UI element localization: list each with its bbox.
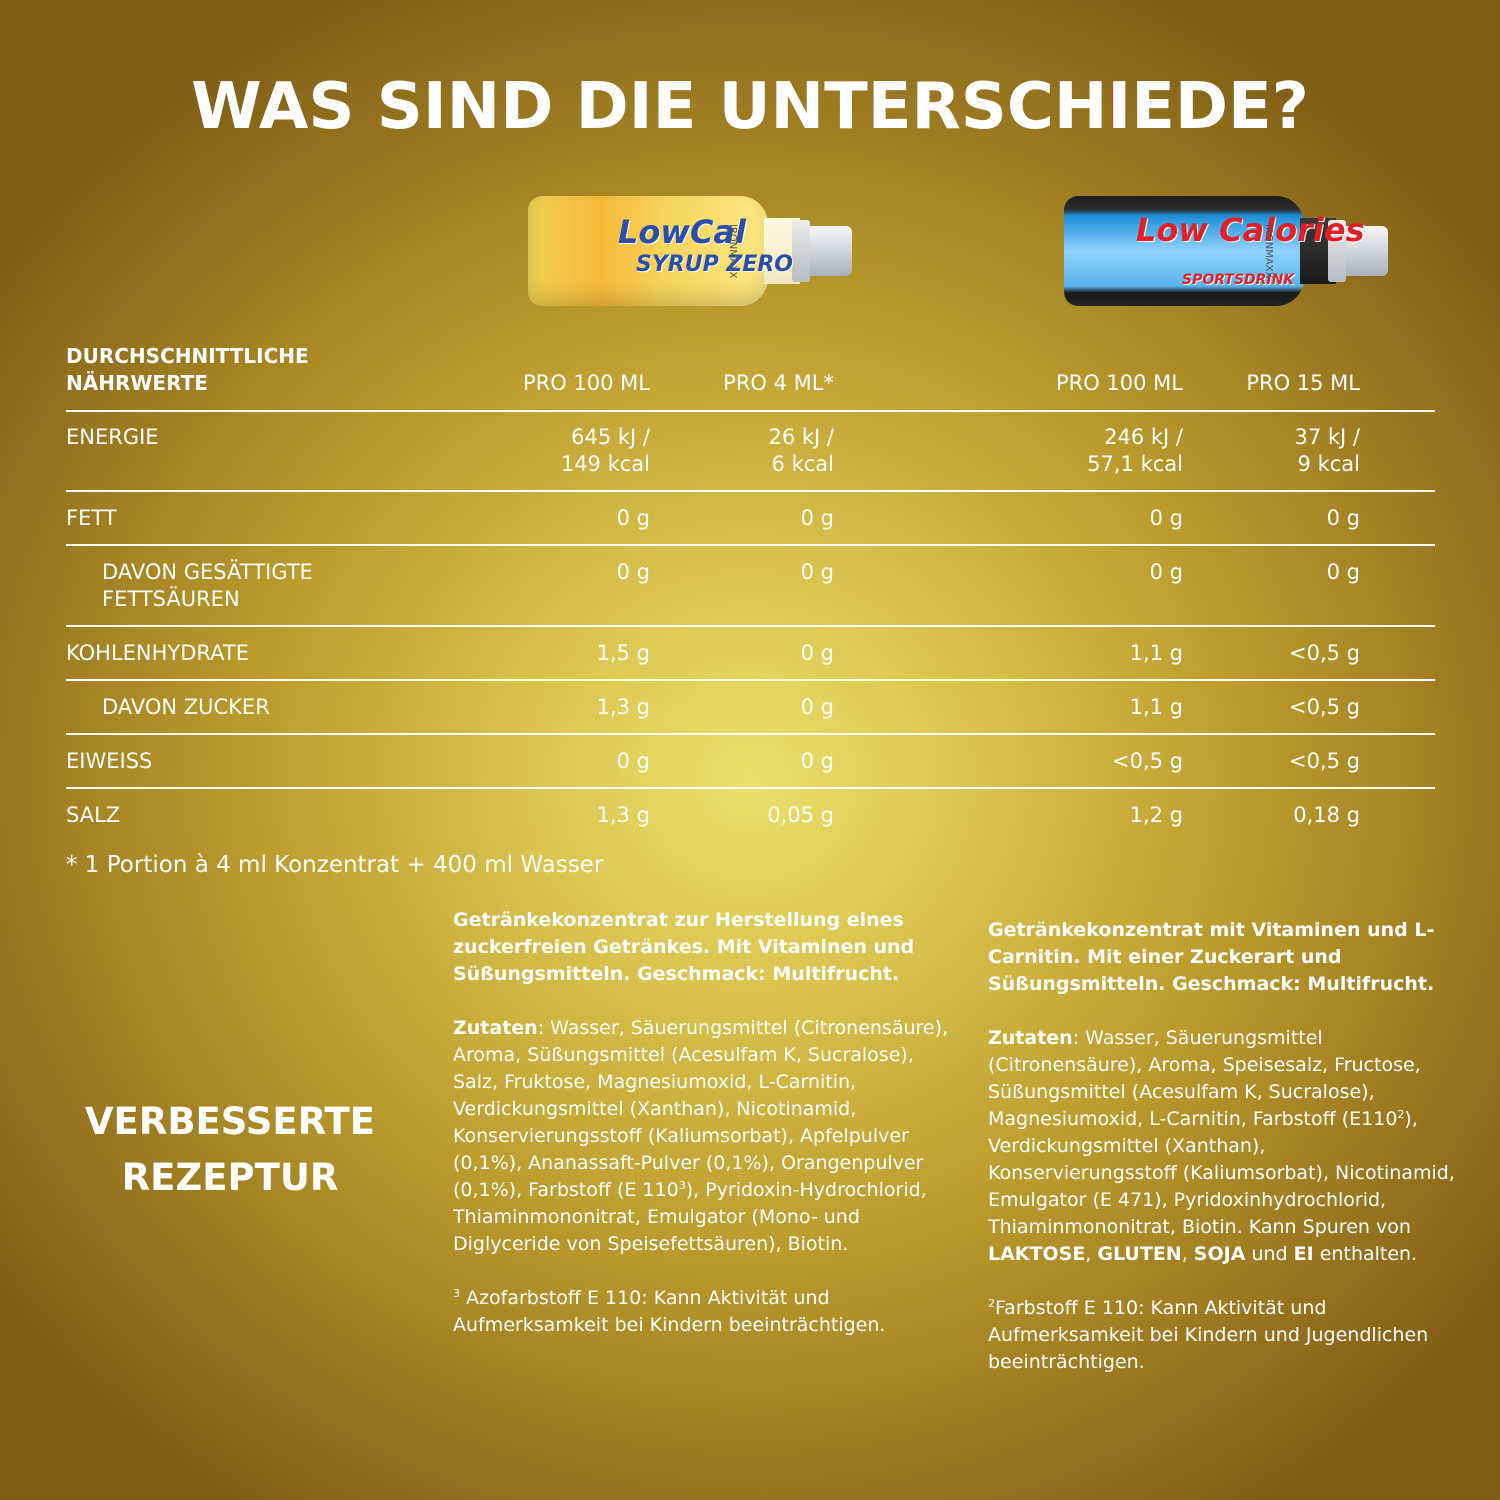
table-cell: 0 g — [616, 560, 650, 584]
ingredients-text: ), Pyridoxin-Hydrochlorid, Thiaminmononi… — [453, 1179, 927, 1255]
row-label: ENERGIE — [66, 425, 159, 449]
table-cell: 0 g — [800, 749, 834, 773]
table-cell: 0 g — [1326, 506, 1360, 530]
lowcal-syrup-zero-bottle-icon: LowCal SYRUP ZERO IRONMAXX — [528, 196, 854, 306]
colorant-note-text: Farbstoff E 110: Kann Aktivität und Aufm… — [988, 1297, 1429, 1373]
table-cell: 645 kJ / 149 kcal — [560, 425, 650, 476]
table-cell: 0 g — [800, 695, 834, 719]
separator: , — [1085, 1243, 1098, 1265]
brand-label: IRONMAXX — [727, 224, 738, 279]
table-cell: 246 kJ / 57,1 kcal — [1087, 425, 1183, 476]
table-divider — [66, 787, 1435, 789]
table-cell: 0 g — [1149, 560, 1183, 584]
table-cell: 0,18 g — [1293, 803, 1360, 827]
ingredients-paragraph: Zutaten: Wasser, Säuerungsmittel (Citron… — [988, 1025, 1458, 1268]
table-cell: 0 g — [800, 506, 834, 530]
table-cell: 0 g — [1149, 506, 1183, 530]
table-divider — [66, 544, 1435, 546]
column-header: PRO 100 ML — [1055, 371, 1183, 395]
separator: , — [1181, 1243, 1194, 1265]
colorant-note: 3 Azofarbstoff E 110: Kann Aktivität und… — [453, 1285, 958, 1339]
improved-recipe-line2: REZEPTUR — [121, 1156, 339, 1199]
row-label: KOHLENHYDRATE — [66, 641, 249, 665]
footnote-marker: 3 — [453, 1287, 460, 1300]
ingredients-text: enthalten. — [1313, 1243, 1418, 1265]
table-cell: 0,05 g — [767, 803, 834, 827]
bottle-body — [528, 196, 768, 306]
colorant-note-text: Azofarbstoff E 110: Kann Aktivität und A… — [453, 1287, 886, 1336]
column-header: PRO 100 ML — [522, 371, 650, 395]
table-cell: <0,5 g — [1112, 749, 1183, 773]
row-label: SALZ — [66, 803, 121, 827]
allergen: GLUTEN — [1097, 1243, 1182, 1265]
table-cell: 0 g — [800, 560, 834, 584]
improved-recipe-line1: VERBESSERTE — [84, 1100, 376, 1143]
table-cell: 1,3 g — [596, 803, 650, 827]
ingredients-text: ), Verdickungsmittel (Xanthan), Konservi… — [988, 1108, 1455, 1238]
page-title: WAS SIND DIE UNTERSCHIEDE? — [191, 70, 1309, 144]
footnote-marker: 3 — [678, 1179, 686, 1192]
ingredients-label: Zutaten — [453, 1017, 538, 1039]
bottle-body — [1064, 196, 1304, 306]
bottle-cap — [792, 220, 852, 282]
table-divider — [66, 410, 1435, 412]
product-name-line2: SYRUP ZERO — [636, 252, 793, 277]
bottle-cap — [1328, 220, 1388, 282]
product-name-line2: SPORTSDRINK — [1182, 272, 1295, 288]
table-divider — [66, 679, 1435, 681]
ingredients-paragraph: Zutaten: Wasser, Säuerungsmittel (Citron… — [453, 1015, 958, 1258]
product-description-low-calories: Getränkekonzentrat mit Vitaminen und L-C… — [988, 917, 1458, 1403]
table-cell: 1,5 g — [596, 641, 650, 665]
column-header: PRO 4 ML* — [723, 371, 834, 395]
separator: und — [1245, 1243, 1294, 1265]
row-label: DAVON ZUCKER — [102, 695, 270, 719]
table-cell: 1,1 g — [1129, 695, 1183, 719]
table-cell: 0 g — [616, 749, 650, 773]
product-name-line1: LowCal — [618, 213, 746, 251]
ingredients-text: : Wasser, Säuerungsmittel (Citronensäure… — [988, 1027, 1421, 1130]
allergen: LAKTOSE — [988, 1243, 1086, 1265]
row-label: FETT — [66, 506, 117, 530]
table-cell: 0 g — [800, 641, 834, 665]
table-divider — [66, 625, 1435, 627]
allergen: EI — [1293, 1243, 1314, 1265]
improved-recipe-label: VERBESSERTE REZEPTUR — [60, 1094, 400, 1206]
table-cell: 1,3 g — [596, 695, 650, 719]
row-label: EIWEISS — [66, 749, 153, 773]
ingredients-label: Zutaten — [988, 1027, 1073, 1049]
allergen: SOJA — [1193, 1243, 1246, 1265]
table-cell: 26 kJ / 6 kcal — [768, 425, 834, 476]
table-divider — [66, 490, 1435, 492]
serving-footnote: * 1 Portion à 4 ml Konzentrat + 400 ml W… — [66, 852, 604, 878]
column-header: PRO 15 ML — [1246, 371, 1360, 395]
row-label: DAVON GESÄTTIGTE FETTSÄUREN — [102, 560, 313, 611]
ingredients-text: : Wasser, Säuerungsmittel (Citronensäure… — [453, 1017, 949, 1201]
description-intro: Getränkekonzentrat mit Vitaminen und L-C… — [988, 919, 1435, 995]
product-description-lowcal: Getränkekonzentrat zur Herstellung eines… — [453, 907, 958, 1366]
table-cell: 0 g — [616, 506, 650, 530]
table-cell: 1,1 g — [1129, 641, 1183, 665]
low-calories-sportsdrink-bottle-icon: Low Calories SPORTSDRINK IRONMAXX — [1064, 196, 1390, 306]
table-cell: <0,5 g — [1289, 695, 1360, 719]
table-cell: 1,2 g — [1129, 803, 1183, 827]
table-cell: <0,5 g — [1289, 641, 1360, 665]
footnote-marker: 2 — [988, 1297, 995, 1310]
table-cell: 0 g — [1326, 560, 1360, 584]
footnote-marker: 2 — [1397, 1108, 1405, 1121]
colorant-note: 2Farbstoff E 110: Kann Aktivität und Auf… — [988, 1295, 1458, 1376]
table-header-label: DURCHSCHNITTLICHE NÄHRWERTE — [66, 344, 309, 395]
table-cell: 37 kJ / 9 kcal — [1294, 425, 1360, 476]
brand-label: IRONMAXX — [1263, 224, 1274, 279]
description-intro: Getränkekonzentrat zur Herstellung eines… — [453, 909, 915, 985]
table-cell: <0,5 g — [1289, 749, 1360, 773]
product-name-line1: Low Calories — [1136, 211, 1365, 249]
table-divider — [66, 733, 1435, 735]
